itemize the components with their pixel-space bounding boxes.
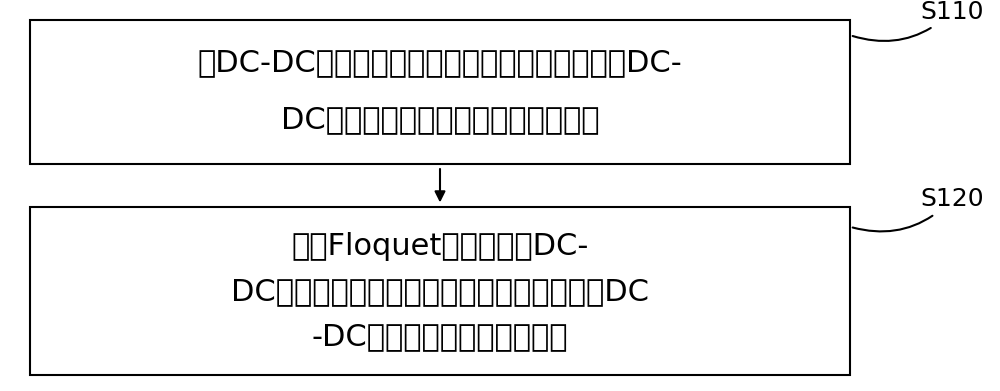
Text: S110: S110 — [853, 0, 983, 41]
Text: DC变换器并联系统的大信号等效模型: DC变换器并联系统的大信号等效模型 — [281, 105, 599, 134]
Text: -DC变换器并联系统的稳定性: -DC变换器并联系统的稳定性 — [312, 322, 568, 351]
Text: S120: S120 — [853, 187, 984, 231]
FancyBboxPatch shape — [30, 207, 850, 375]
Text: 根据Floquet理论，利用DC-: 根据Floquet理论，利用DC- — [291, 232, 589, 261]
FancyBboxPatch shape — [30, 20, 850, 164]
Text: 对DC-DC变换器并联系统进行平均建模，以获取DC-: 对DC-DC变换器并联系统进行平均建模，以获取DC- — [198, 48, 682, 77]
Text: DC变换器并联系统的大信号等效模型来判断DC: DC变换器并联系统的大信号等效模型来判断DC — [231, 277, 649, 306]
